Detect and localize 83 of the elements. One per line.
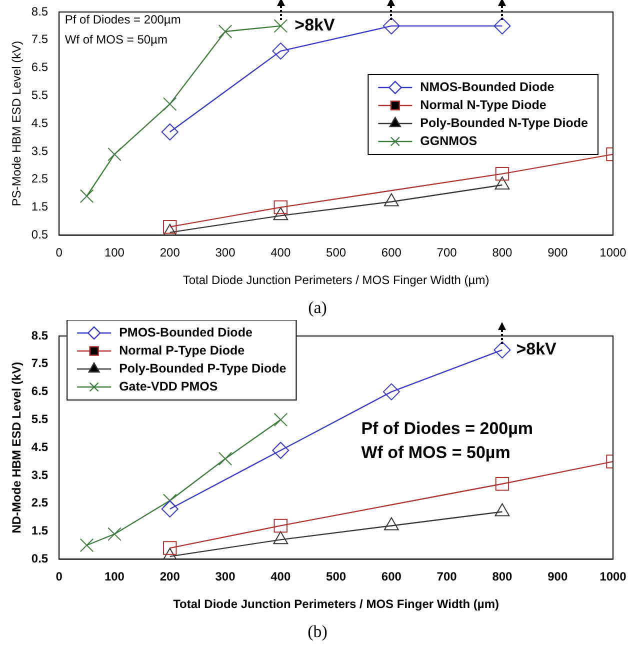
annotation: >8kV [516, 340, 558, 359]
point [163, 97, 177, 111]
x-tick-label: 1000 [600, 246, 627, 260]
x-tick-label: 1000 [600, 570, 627, 584]
x-tick-label: 700 [436, 246, 458, 260]
point [80, 538, 94, 552]
point [495, 477, 510, 491]
annotation: >8kV [294, 16, 336, 35]
point [274, 19, 288, 33]
point [274, 518, 288, 533]
annotation: Pf of Diodes = 200µm [64, 12, 181, 27]
y-tick-label: 7.5 [31, 32, 48, 46]
x-tick-label: 900 [548, 246, 568, 260]
legend-label: Poly-Bounded N-Type Diode [420, 116, 588, 130]
x-tick-label: 0 [56, 246, 63, 260]
y-tick-label: 2.5 [31, 496, 48, 510]
y-tick-label: 1.5 [31, 524, 48, 538]
x-tick-label: 200 [160, 246, 180, 260]
x-tick-label: 100 [104, 570, 125, 584]
y-tick-label: 5.5 [31, 88, 48, 102]
point [161, 123, 178, 140]
y-tick-label: 1.5 [31, 200, 48, 214]
x-tick-label: 400 [270, 570, 291, 584]
point [274, 412, 288, 427]
y-tick-label: 0.5 [31, 228, 48, 242]
point [80, 189, 94, 204]
y-tick-label: 0.5 [31, 552, 48, 566]
x-tick-label: 700 [436, 570, 458, 584]
point [163, 541, 177, 555]
point [161, 500, 178, 518]
text: (a) [307, 297, 328, 319]
x-tick-label: 600 [381, 570, 402, 584]
x-tick-label: 600 [381, 246, 402, 260]
x-tick-label: 0 [56, 570, 63, 584]
legend-label: NMOS-Bounded Diode [420, 80, 554, 94]
y-tick-label: 6.5 [31, 60, 48, 74]
y-tick-label: 4.5 [31, 440, 48, 454]
y-tick-label: 7.5 [31, 356, 48, 370]
point [108, 527, 122, 541]
x-tick-label: 800 [492, 246, 513, 260]
legend-label: PMOS-Bounded Diode [119, 325, 252, 340]
text: (b) [306, 621, 328, 643]
point [272, 42, 290, 60]
y-tick-label: 2.5 [31, 172, 48, 186]
y-tick-label: 6.5 [31, 384, 48, 398]
legend-label: Poly-Bounded P-Type Diode [119, 361, 286, 376]
y-tick-label: 4.5 [31, 116, 48, 130]
annotation: Wf of MOS = 50µm [64, 32, 168, 47]
point [494, 17, 511, 34]
x-tick-label: 500 [326, 246, 346, 260]
y-tick-label: 3.5 [31, 468, 48, 482]
y-axis-title: PS-Mode HBM ESD Level (kV) [10, 40, 24, 206]
y-tick-label: 3.5 [31, 144, 48, 158]
x-tick-label: 100 [104, 246, 125, 260]
legend-label: Gate-VDD PMOS [119, 379, 218, 394]
point [218, 452, 232, 466]
point [108, 147, 122, 162]
annotation: Pf of Diodes = 200µm [361, 419, 534, 438]
point [274, 200, 288, 214]
annotation: Wf of MOS = 50µm [361, 443, 510, 462]
y-tick-label: 8.5 [31, 4, 48, 18]
x-tick-label: 400 [270, 246, 291, 260]
x-tick-label: 800 [492, 570, 513, 584]
legend-label: Normal N-Type Diode [420, 98, 546, 112]
point [495, 166, 510, 181]
x-tick-label: 200 [160, 570, 180, 584]
x-axis-title: Total Diode Junction Perimeters / MOS Finger Width (µm) [182, 273, 490, 288]
point [163, 220, 177, 234]
y-tick-label: 5.5 [31, 412, 48, 426]
point [272, 442, 290, 459]
x-tick-label: 500 [326, 570, 346, 584]
x-tick-label: 300 [215, 570, 236, 584]
point [382, 17, 400, 34]
legend-label: GGNMOS [420, 134, 478, 148]
point [382, 383, 400, 400]
point [218, 24, 232, 38]
y-tick-label: 8.5 [31, 328, 48, 342]
x-axis-title: Total Diode Junction Perimeters / MOS Finger Width (µm) [173, 597, 500, 612]
point [494, 341, 511, 358]
y-axis-title: ND-Mode HBM ESD Level (kV) [10, 362, 24, 534]
legend-label: Normal P-Type Diode [119, 343, 245, 358]
x-tick-label: 300 [215, 246, 236, 260]
x-tick-label: 900 [548, 570, 568, 584]
